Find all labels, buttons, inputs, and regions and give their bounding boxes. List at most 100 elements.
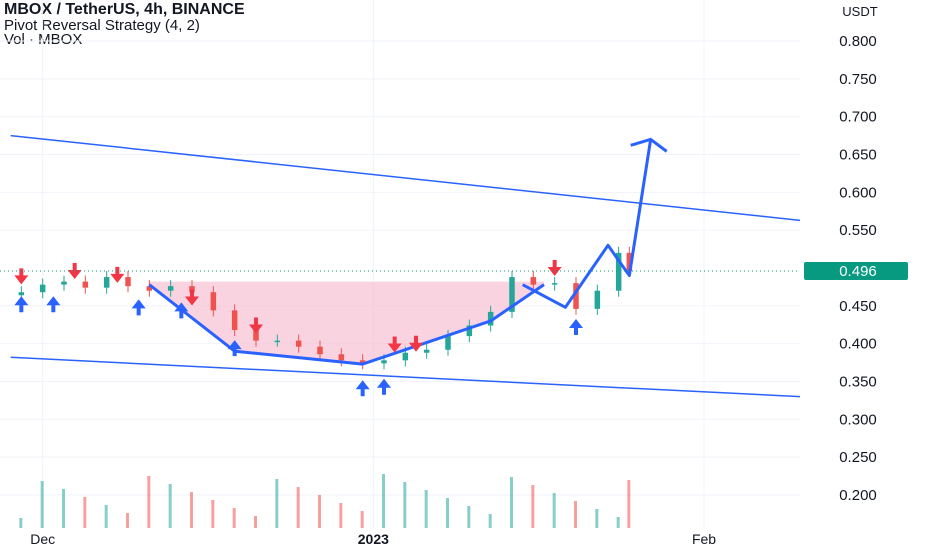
buy-signal-arrow — [377, 378, 391, 395]
current-price-tag — [804, 262, 908, 281]
volume-bar — [62, 489, 65, 528]
candle-body — [359, 360, 366, 364]
sell-signal-arrow — [14, 268, 29, 285]
y-tick-label: 0.200 — [839, 487, 877, 504]
y-tick-label: 0.600 — [839, 184, 877, 201]
volume-bar — [510, 477, 513, 528]
y-tick-label: 0.650 — [839, 147, 877, 164]
buy-signal-arrow — [569, 318, 583, 335]
candle-body — [61, 281, 67, 285]
volume-bar — [574, 501, 577, 528]
volume-bar — [424, 490, 428, 528]
volume-bar — [211, 500, 215, 528]
volume-bar — [552, 493, 556, 528]
volume-bar — [446, 498, 449, 528]
chart-title: MBOX / TetherUS, 4h, BINANCE — [4, 1, 245, 18]
candle-body — [530, 277, 537, 285]
candle-body — [189, 286, 195, 293]
volume-bar — [488, 514, 492, 528]
x-tick-label: 2023 — [358, 531, 389, 547]
candle-body — [317, 346, 323, 355]
volume-bar — [168, 484, 172, 528]
candle-body — [615, 252, 622, 291]
candle-body — [82, 281, 89, 288]
volume-bar — [531, 485, 535, 528]
candle-body — [125, 277, 131, 287]
y-tick-label: 0.450 — [839, 298, 877, 315]
projection-path — [521, 139, 653, 309]
candle-body — [295, 340, 302, 347]
candle-body — [18, 292, 25, 296]
cup-curve-line — [148, 283, 545, 366]
y-tick-label: 0.550 — [839, 222, 877, 239]
candle-body — [402, 352, 409, 361]
volume-bar — [104, 505, 108, 528]
candle-body — [167, 286, 174, 291]
candle-body — [338, 354, 345, 361]
projection-arrowhead — [630, 137, 668, 153]
volume-bar — [318, 495, 321, 528]
volume-bar — [254, 516, 257, 528]
buy-signal-arrow — [355, 380, 370, 397]
volume-bar — [190, 492, 193, 528]
volume-bar — [83, 497, 87, 528]
sell-signal-arrow — [249, 317, 263, 334]
candle-body — [445, 336, 451, 350]
sell-signal-arrow — [409, 335, 423, 352]
candle-body — [509, 277, 515, 312]
y-tick-label: 0.250 — [839, 449, 877, 466]
volume-bar — [595, 509, 599, 528]
sell-signal-arrow — [547, 260, 562, 277]
y-tick-label: 0.400 — [839, 336, 877, 353]
buy-signal-arrow — [14, 296, 29, 313]
volume-bar — [360, 511, 364, 528]
sell-signal-arrow — [67, 263, 82, 280]
volume-label: Vol · MBOX — [4, 31, 83, 48]
volume-bar — [403, 482, 407, 528]
buy-signal-arrow — [227, 340, 242, 357]
sell-signal-arrow — [110, 266, 125, 283]
indicator-label: Pivot Reversal Strategy (4, 2) — [4, 17, 200, 34]
volume-bar — [19, 518, 23, 528]
trendline-lower — [10, 356, 801, 398]
y-tick-label: 0.800 — [839, 33, 877, 50]
candle-body — [39, 284, 46, 293]
volume-bar — [275, 479, 279, 528]
candle-body — [210, 292, 217, 311]
volume-bar — [467, 506, 471, 528]
candle-body — [466, 325, 473, 337]
volume-bar — [339, 503, 343, 528]
current-price-label: 0.496 — [839, 263, 877, 280]
y-tick-label: 0.700 — [839, 109, 877, 126]
volume-bar — [382, 474, 385, 528]
candle-body — [103, 277, 110, 288]
candle-body — [551, 283, 558, 285]
y-tick-label: 0.350 — [839, 374, 877, 391]
candle-body — [487, 311, 494, 326]
candle-body — [146, 286, 153, 291]
y-tick-label: 0.750 — [839, 71, 877, 88]
candle-body — [381, 360, 387, 364]
candle-body — [253, 330, 259, 341]
cup-pattern-fill — [149, 281, 545, 365]
candle-body — [423, 349, 430, 353]
volume-bar — [296, 487, 300, 528]
volume-bar — [616, 517, 620, 528]
volume-bar — [627, 480, 631, 528]
x-tick-label: Feb — [692, 531, 716, 547]
trendline-upper — [10, 134, 801, 222]
buy-signal-arrow — [46, 296, 61, 313]
candle-body — [626, 252, 633, 272]
buy-signal-arrow — [131, 299, 146, 316]
x-tick-label: Dec — [30, 531, 55, 547]
candle-body — [594, 290, 601, 309]
buy-signal-arrow — [174, 302, 189, 319]
volume-bar — [232, 508, 236, 528]
sell-signal-arrow — [387, 336, 402, 353]
y-axis-unit: USDT — [842, 4, 877, 19]
candle-body — [573, 283, 579, 309]
candle-body — [231, 310, 238, 331]
volume-bar — [147, 476, 151, 528]
